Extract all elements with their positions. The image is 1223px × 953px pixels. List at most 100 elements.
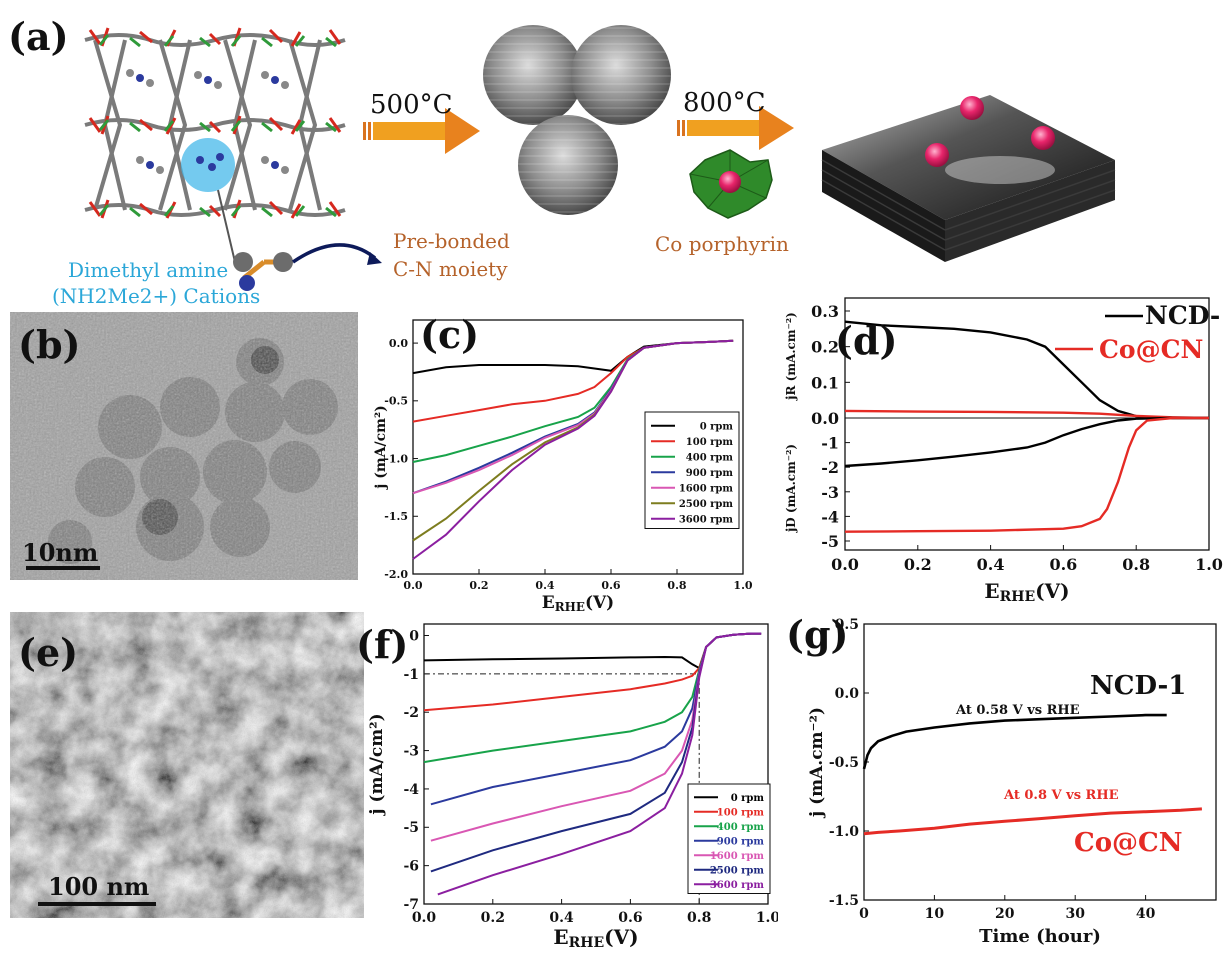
y-tick-label: -0.5 [829, 755, 859, 771]
y-tick-label: 0 [409, 628, 419, 644]
annotation-cocn: At 0.8 V vs RHE [1003, 788, 1119, 803]
y-tick-label: -1 [821, 434, 839, 453]
x-tick-label: 40 [1136, 906, 1156, 922]
curved-arrow-icon [292, 243, 377, 264]
y-axis-label: j (mA.cm⁻²) [807, 707, 827, 819]
series-line-Co@CN-ring [844, 409, 1210, 420]
legend-label: 1600 rpm [679, 483, 734, 494]
legend-label: 100 rpm [717, 807, 765, 818]
x-axis-label: Time (hour) [979, 926, 1101, 947]
highlighted-cation-bubble [181, 138, 235, 192]
co-carbon-sheet-image [821, 95, 1116, 262]
panel-label-e: (e) [18, 630, 79, 675]
x-tick-label: 1.0 [733, 579, 752, 592]
panel-label-g: (g) [786, 612, 849, 657]
amine-label-line1: Dimethyl amine [68, 258, 229, 282]
legend-label: 3600 rpm [679, 514, 734, 525]
scale-label-e: 100 nm [48, 872, 150, 901]
plot-frame [844, 297, 1210, 551]
plot-frame [423, 623, 769, 905]
x-tick-label: 1.0 [1195, 555, 1223, 574]
x-tick-label: 1.0 [756, 910, 778, 926]
heating-arrow-1-icon [363, 108, 480, 154]
schematic-svg [84, 25, 1116, 291]
y-tick-label: -4 [403, 782, 419, 798]
scale-label-b: 10nm [22, 538, 99, 567]
legend-label: 0 rpm [731, 793, 765, 804]
y-axis-label: j (mA/cm²) [367, 713, 387, 816]
x-tick-label: 0.2 [481, 910, 505, 926]
legend-box [644, 411, 740, 529]
x-tick-label: 0.6 [601, 579, 620, 592]
chart-g: 0 10 20 30 40 0.5 0.0 -0.5 -1.0 -1.5 Time (hour) j … [807, 617, 1217, 947]
legend-label: 2500 rpm [710, 865, 765, 876]
series-label-cocn: Co@CN [1074, 828, 1183, 858]
x-tick-label: 0.8 [1122, 555, 1150, 574]
series-line-Co@CN-disk [844, 416, 1209, 533]
series-line-Co@CN [863, 807, 1202, 836]
y-tick-label: -3 [821, 483, 839, 502]
x-tick-label: 0.6 [618, 910, 642, 926]
legend-label: 900 rpm [686, 468, 734, 479]
y-tick-label: -1.5 [829, 893, 859, 909]
y-axis-label-bottom: jD (mA.cm⁻²) [784, 444, 798, 533]
x-tick-label: 20 [995, 906, 1015, 922]
carbon-spheres-image [483, 25, 671, 215]
x-tick-label: 0.4 [535, 579, 554, 592]
x-axis-label: ERHE(V) [553, 925, 638, 951]
x-tick-label: 0.0 [831, 555, 859, 574]
legend-box [687, 783, 771, 894]
y-axis-label: j (mA/cm²) [373, 405, 389, 490]
cn-moiety-label-line1: Pre-bonded [393, 229, 510, 253]
panel-a: (a) [0, 0, 1223, 310]
legend-label: 2500 rpm [679, 499, 734, 510]
chart-d: 0.0 0.2 0.4 0.6 0.8 1.0 0.3 0.2 0.1 0.0 -1 -2 -3 -4 -5… [784, 297, 1223, 605]
y-tick-label: -2.0 [384, 568, 408, 581]
y-tick-label: -7 [403, 897, 419, 913]
x-tick-label: 30 [1065, 906, 1085, 922]
series-line-3600-rpm [437, 632, 762, 896]
series-line-NCD-1 [862, 713, 1167, 770]
panel-label-b: (b) [18, 322, 81, 367]
y-tick-label: -3 [403, 743, 419, 759]
x-axis-label: ERHE(V) [542, 593, 614, 612]
annotation-ncd1: At 0.58 V vs RHE [955, 703, 1080, 718]
y-tick-label: 0.0 [835, 686, 860, 702]
x-tick-label: 0.6 [1049, 555, 1077, 574]
y-tick-label: -2 [403, 705, 419, 721]
co-nanoparticle-3 [925, 143, 949, 167]
legend-label: 400 rpm [717, 822, 765, 833]
x-tick-label: 0.2 [904, 555, 932, 574]
y-tick-label: -2 [821, 458, 839, 477]
x-tick-label: 0.0 [412, 910, 437, 926]
co-porphyrin-label: Co porphyrin [655, 232, 789, 256]
x-tick-label: 10 [925, 906, 945, 922]
y-axis-label-top: jR (mA.cm⁻²) [784, 312, 798, 401]
x-tick-label: 0.4 [977, 555, 1005, 574]
y-tick-label: -6 [403, 859, 419, 875]
y-tick-label: -1.0 [829, 824, 859, 840]
legend-label: 0 rpm [700, 421, 734, 432]
panel-label-a: (a) [8, 14, 69, 59]
y-tick-label: -1.0 [384, 452, 408, 465]
x-tick-label: 0.8 [687, 910, 711, 926]
y-tick-label: 0.2 [811, 338, 839, 357]
panel-b-tem-image [10, 312, 358, 580]
legend-label: 900 rpm [717, 836, 765, 847]
series-label-ncd1: NCD-1 [1090, 671, 1186, 701]
y-tick-label: 0.1 [811, 373, 839, 392]
y-tick-label: -5 [403, 820, 419, 836]
cn-moiety-label-line2: C-N moiety [393, 257, 508, 281]
series-line-3600-rpm [412, 339, 734, 560]
series-line-0-rpm [423, 632, 762, 670]
legend-label: NCD-1 [1145, 301, 1223, 330]
plot-frame [863, 623, 1217, 901]
y-tick-label: 0.0 [389, 337, 408, 350]
co-nanoparticle-2 [1031, 126, 1055, 150]
amine-label-line2: (NH2Me2+) Cations [52, 284, 261, 308]
panel-label-c: (c) [420, 312, 480, 357]
scale-bar-b [26, 566, 100, 570]
y-tick-label: 0.5 [835, 617, 859, 633]
heating-arrow-2-icon [677, 106, 794, 150]
x-tick-label: 0.2 [469, 579, 488, 592]
